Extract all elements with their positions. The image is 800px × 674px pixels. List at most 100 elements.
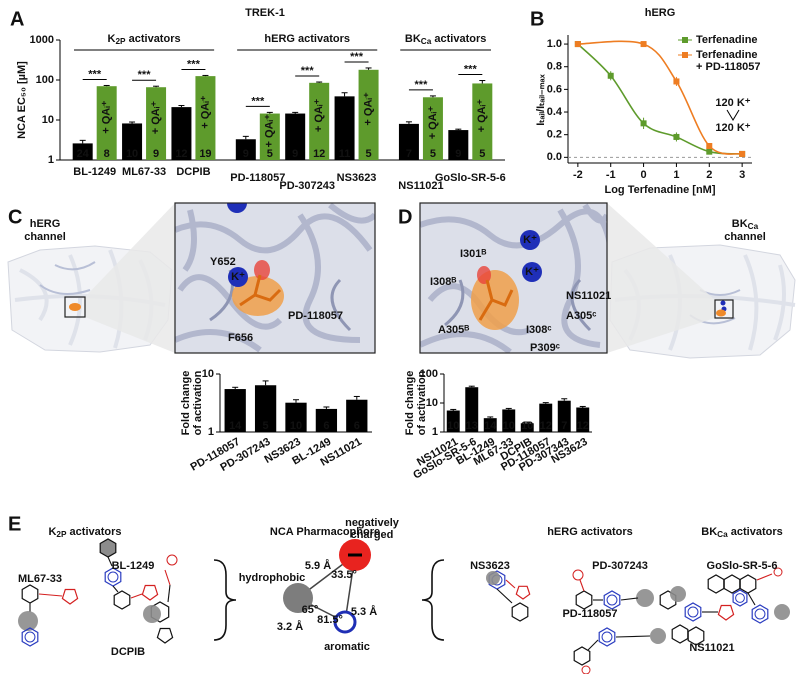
bond xyxy=(756,573,773,581)
x-tick-label: 1 xyxy=(673,169,679,181)
bar xyxy=(576,407,590,432)
y-axis-label: of activation xyxy=(192,370,204,435)
ring xyxy=(687,626,705,646)
compound-label: PD-118057 xyxy=(562,608,617,620)
y-axis-label: Fold change xyxy=(404,371,416,436)
bar xyxy=(398,123,419,160)
n-label: 9 xyxy=(153,148,159,160)
bar xyxy=(285,402,307,432)
angle-label: 33.5° xyxy=(331,569,357,581)
structure-label-part: BK xyxy=(732,218,748,230)
annotation: 120 K⁺ xyxy=(715,97,750,109)
ring xyxy=(659,590,677,610)
significance-label: *** xyxy=(415,79,429,91)
x-axis-label: Log Terfenadine [nM] xyxy=(604,184,715,196)
ring xyxy=(603,590,621,610)
panel-letter: E xyxy=(8,513,21,535)
panel-letter: B xyxy=(530,8,544,30)
n-label: 10 xyxy=(503,420,515,432)
bar xyxy=(346,399,368,432)
y-tick-label: 100 xyxy=(36,74,54,86)
compound-label: DCPIB xyxy=(111,646,145,658)
bar xyxy=(72,143,93,160)
y-tick-label: 0.8 xyxy=(547,61,562,73)
legend-label: Terfenadine xyxy=(696,49,758,61)
hydrophobic-group xyxy=(650,628,666,644)
bar xyxy=(446,410,460,432)
group-label: hERG activators xyxy=(264,33,350,45)
section-title-part: activators xyxy=(67,526,122,538)
y-tick-label: 0.2 xyxy=(547,129,562,141)
distance-label: 5.9 Å xyxy=(305,559,331,572)
n-label: 5 xyxy=(430,148,436,160)
bond xyxy=(112,585,119,593)
structure-label: F656 xyxy=(228,332,253,344)
x-tick-label: -1 xyxy=(606,169,616,181)
bar xyxy=(171,107,192,160)
compound-label: GoSlo-SR-5-6 xyxy=(707,560,778,572)
ring xyxy=(61,588,79,605)
n-label: 12 xyxy=(313,148,325,160)
ring xyxy=(511,602,529,622)
charge xyxy=(166,554,178,566)
distance-label: 5.3 Å xyxy=(351,605,377,618)
aromatic-ring xyxy=(24,631,36,643)
y-axis-label: Iₜₐᵢₗ/Iₜₐᵢₗ₋ₘₐₓ xyxy=(535,73,547,126)
braces xyxy=(213,559,445,641)
x-tick-label: NS11021 xyxy=(398,180,443,192)
ring xyxy=(707,574,725,594)
legend-label: + PD-118057 xyxy=(696,61,761,73)
n-label: 9 xyxy=(292,148,298,160)
ring xyxy=(21,584,39,604)
point xyxy=(607,72,614,79)
n-label: 5 xyxy=(479,148,485,160)
point xyxy=(574,41,581,48)
feature-label: charged xyxy=(351,529,394,541)
ring xyxy=(141,584,159,601)
section-title: NCA Pharmacophore xyxy=(270,526,380,538)
bar xyxy=(195,76,216,160)
hydrophobic-group xyxy=(636,589,654,607)
series-label: + QAᵢ⁺ xyxy=(427,106,439,140)
bond xyxy=(620,597,639,601)
x-tick-label: BL-1249 xyxy=(73,166,116,178)
point xyxy=(673,133,680,140)
aromatic-ring xyxy=(687,606,699,618)
x-tick-label: ML67-33 xyxy=(122,166,166,178)
ring xyxy=(684,602,702,622)
aromatic-ring xyxy=(754,608,766,620)
x-tick-label: GoSlo-SR-5-6 xyxy=(435,172,506,184)
bar xyxy=(334,96,355,160)
ring xyxy=(21,627,39,647)
group-label-part: 2P xyxy=(115,37,126,46)
n-label: 5 xyxy=(267,148,273,160)
hydrophobic-group xyxy=(670,586,686,602)
n-label: 14 xyxy=(229,420,242,432)
bond xyxy=(496,588,513,604)
ring xyxy=(671,624,689,644)
x-tick-label: PD-118057 xyxy=(230,172,285,184)
structure-label: I308ᶜ xyxy=(526,324,552,336)
point xyxy=(673,78,680,85)
charge xyxy=(581,665,591,674)
x-tick-label: -2 xyxy=(573,169,583,181)
ring xyxy=(104,567,122,587)
bond xyxy=(164,569,171,586)
bar xyxy=(557,400,571,432)
series-label: + QAᵢ⁺ xyxy=(313,99,325,133)
structure-label: Y652 xyxy=(210,256,236,268)
point xyxy=(706,148,713,155)
section-title: hERG activators xyxy=(547,526,633,538)
bar xyxy=(539,403,553,432)
compound-label: PD-307243 xyxy=(592,560,648,572)
n-label: 14 xyxy=(484,420,497,432)
ring xyxy=(113,590,131,610)
group-label-part: activators xyxy=(431,33,486,45)
n-label: 24 xyxy=(77,148,90,160)
section-title-part: activators xyxy=(728,526,783,538)
ring xyxy=(732,589,748,607)
significance-label: *** xyxy=(350,51,364,63)
structure-label: K⁺ xyxy=(525,266,539,278)
bar xyxy=(96,86,117,160)
